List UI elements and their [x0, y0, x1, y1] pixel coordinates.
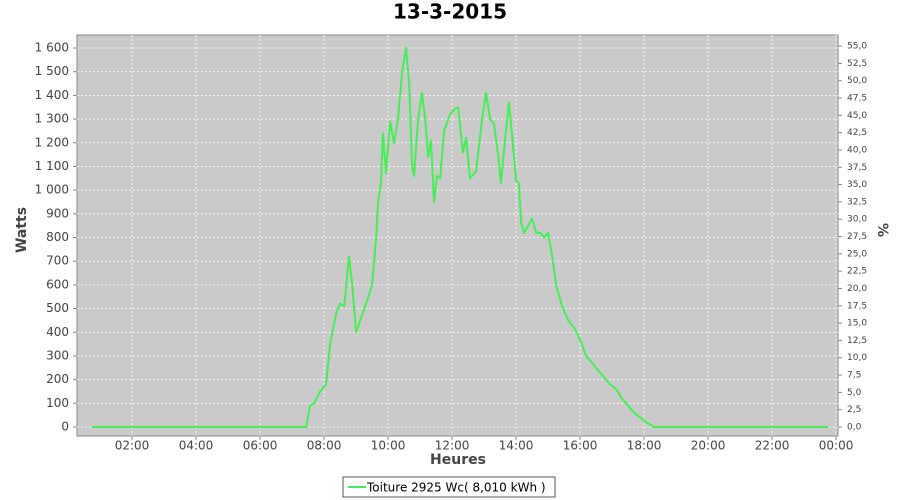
y-axis-label: Watts [14, 207, 30, 253]
x-tick-label: 12:00 [435, 439, 470, 453]
y2-tick-label: 27,5 [847, 232, 867, 242]
x-tick-label: 00:00 [819, 439, 854, 453]
y-tick-label: 1 600 [35, 41, 69, 55]
y2-tick-label: 15,0 [847, 319, 867, 329]
y2-tick-label: 52,5 [847, 59, 867, 69]
x-tick-label: 16:00 [563, 439, 598, 453]
x-tick-label: 22:00 [755, 439, 790, 453]
y-tick-label: 700 [46, 254, 69, 268]
x-tick-label: 10:00 [371, 439, 406, 453]
x-tick-label: 20:00 [691, 439, 726, 453]
y2-tick-label: 17,5 [847, 301, 867, 311]
x-tick-label: 06:00 [243, 439, 278, 453]
y2-tick-label: 25,0 [847, 249, 867, 259]
x-tick-label: 08:00 [307, 439, 342, 453]
y-tick-label: 1 000 [35, 183, 69, 197]
y2-tick-label: 2,5 [847, 405, 861, 415]
x-axis-label: Heures [430, 452, 486, 468]
y-tick-label: 1 500 [35, 64, 69, 78]
y-tick-label: 1 200 [35, 135, 69, 149]
legend-label: Toiture 2925 Wc( 8,010 kWh ) [366, 481, 546, 495]
y2-tick-label: 30,0 [847, 215, 867, 225]
y-tick-label: 300 [46, 348, 69, 362]
y2-tick-label: 7,5 [847, 371, 861, 381]
y2-tick-label: 37,5 [847, 163, 867, 173]
y2-axis-label: % [874, 223, 890, 237]
legend [342, 476, 556, 498]
y-tick-label: 800 [46, 230, 69, 244]
y2-tick-label: 45,0 [847, 111, 867, 121]
chart-title: 13-3-2015 [393, 0, 507, 24]
y-tick-label: 400 [46, 325, 69, 339]
y2-tick-label: 42,5 [847, 128, 867, 138]
y2-tick-label: 22,5 [847, 267, 867, 277]
y-tick-label: 500 [46, 301, 69, 315]
y-tick-label: 100 [46, 396, 69, 410]
y2-tick-label: 40,0 [847, 145, 867, 155]
y2-tick-label: 12,5 [847, 336, 867, 346]
x-tick-label: 04:00 [179, 439, 214, 453]
y2-tick-label: 20,0 [847, 284, 867, 294]
y2-tick-label: 32,5 [847, 197, 867, 207]
x-tick-label: 02:00 [115, 439, 150, 453]
y2-tick-label: 35,0 [847, 180, 867, 190]
y2-tick-label: 10,0 [847, 353, 867, 363]
x-tick-label: 18:00 [627, 439, 662, 453]
y2-tick-label: 50,0 [847, 76, 867, 86]
y-tick-label: 1 100 [35, 159, 69, 173]
y-tick-label: 0 [61, 419, 69, 433]
y-tick-label: 900 [46, 206, 69, 220]
y-tick-label: 1 300 [35, 112, 69, 126]
data-line [92, 47, 829, 428]
y-tick-label: 200 [46, 372, 69, 386]
y-tick-label: 600 [46, 277, 69, 291]
x-tick-label: 14:00 [499, 439, 534, 453]
y2-tick-label: 5,0 [847, 388, 862, 398]
plot-area [76, 34, 839, 437]
y2-tick-label: 47,5 [847, 94, 867, 104]
y2-tick-label: 0,0 [847, 422, 862, 432]
y2-tick-label: 55,0 [847, 42, 867, 52]
y-tick-label: 1 400 [35, 88, 69, 102]
